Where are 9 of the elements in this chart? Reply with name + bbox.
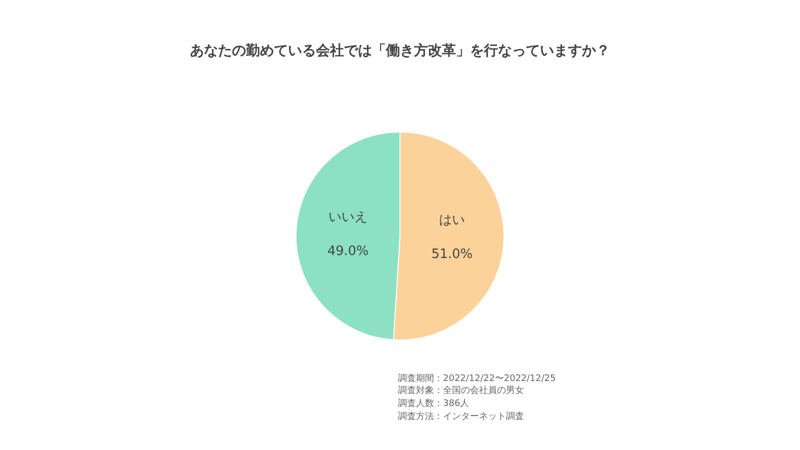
slice-label: いいえ — [328, 210, 368, 225]
text: 調査期間：2022/12/22〜2022/12/25 — [398, 373, 556, 384]
text: 調査方法：インターネット調査 — [398, 411, 524, 422]
text: 調査人数：386人 — [398, 398, 470, 409]
text: 調査対象：全国の会社員の男女 — [398, 385, 524, 396]
slice-label: はい — [438, 213, 465, 228]
chart-title: あなたの勤めている会社では「働き方改革」を行なっていますか？ — [190, 42, 610, 59]
data-label: 51.0% — [431, 247, 473, 262]
data-label: 49.0% — [327, 244, 369, 259]
